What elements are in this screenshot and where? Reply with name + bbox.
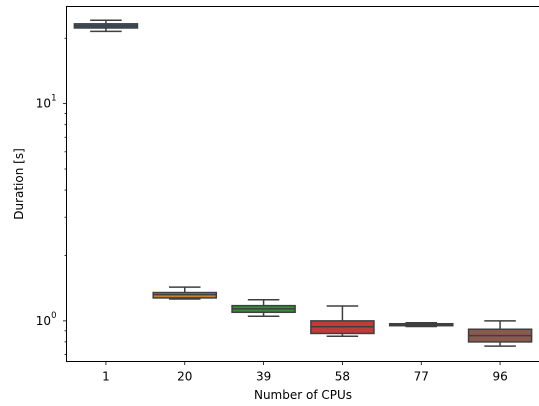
y-major-ticks: 100 101	[36, 94, 67, 328]
box-77	[388, 322, 454, 328]
x-tick-label: 1	[102, 370, 110, 384]
y-axis-label: Duration [s]	[12, 148, 26, 220]
box-1	[73, 19, 139, 33]
x-tick-label: 77	[414, 370, 429, 384]
y-tick-label: 101	[36, 94, 57, 111]
y-tick-label: 100	[36, 311, 57, 328]
box-58	[310, 305, 375, 337]
x-tick-label: 39	[256, 370, 271, 384]
box-39	[231, 299, 296, 318]
x-tick-label: 20	[177, 370, 192, 384]
x-axis-label: Number of CPUs	[254, 388, 352, 402]
boxes	[73, 19, 533, 347]
x-tick-label: 96	[492, 370, 507, 384]
x-ticks: 1 20 39 58 77 96	[102, 361, 508, 384]
x-tick-label: 58	[335, 370, 350, 384]
plot-frame	[66, 6, 539, 362]
box-20	[152, 286, 218, 300]
box-96	[467, 320, 533, 347]
